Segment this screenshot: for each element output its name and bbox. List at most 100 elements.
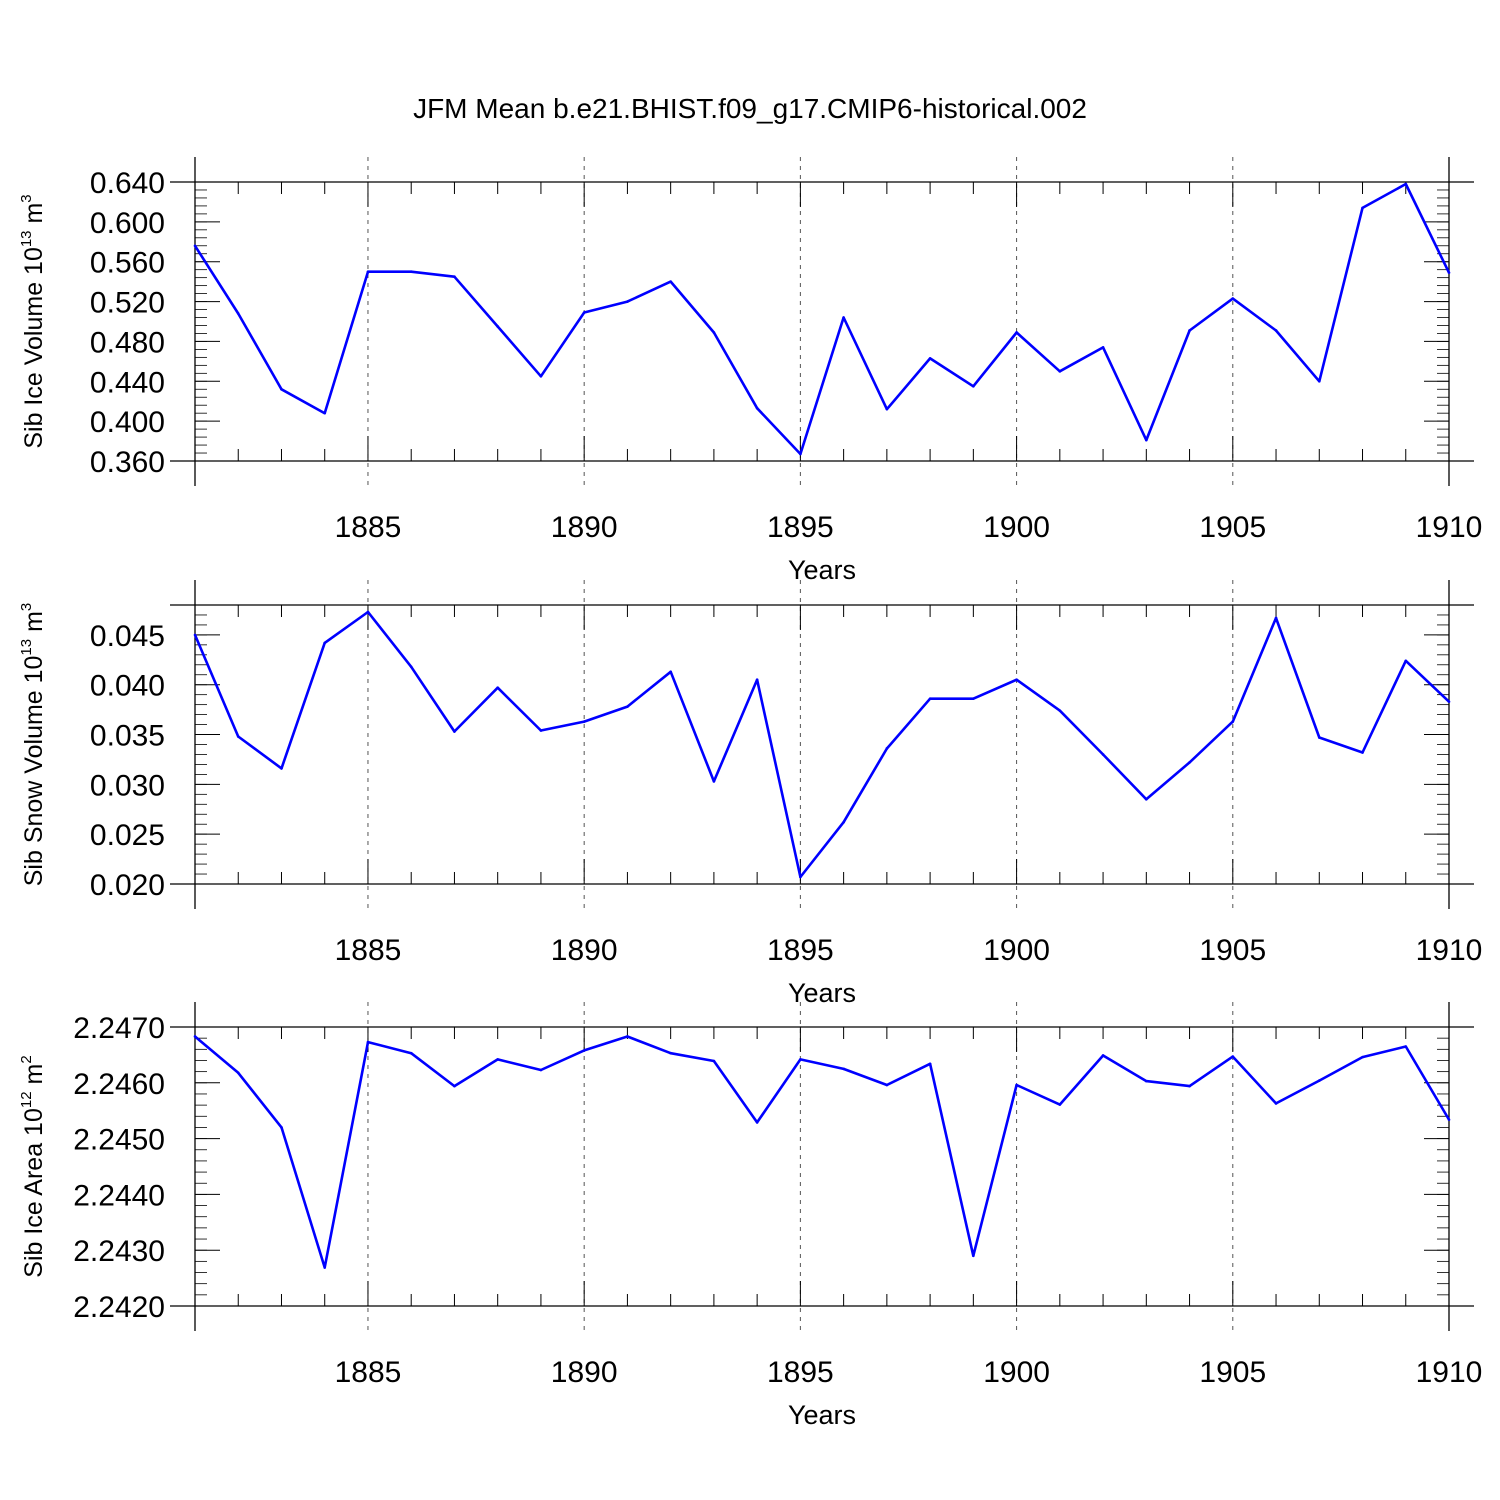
data-point: [1015, 331, 1018, 334]
y-tick-label: 2.2430: [73, 1235, 165, 1268]
data-point: [1188, 761, 1191, 764]
data-point: [1145, 798, 1148, 801]
y-axis-label-superscript: 13: [18, 639, 35, 656]
series-line: [193, 182, 1451, 456]
data-point: [1015, 1083, 1018, 1087]
y-tick-label: 2.2440: [73, 1179, 165, 1212]
data-point: [972, 697, 975, 700]
y-tick-label: 0.360: [90, 446, 165, 479]
data-point: [193, 1035, 197, 1038]
data-point: [366, 270, 370, 273]
y-tick-label: 0.045: [90, 620, 165, 653]
data-point: [582, 1049, 586, 1052]
y-tick-label: 2.2450: [73, 1124, 165, 1157]
data-point: [755, 678, 759, 682]
data-point: [799, 452, 802, 456]
data-point: [712, 331, 716, 334]
data-point: [885, 1083, 889, 1087]
data-point: [366, 1040, 370, 1044]
data-point: [1231, 720, 1235, 723]
data-point: [453, 1084, 456, 1088]
x-tick-label: 1885: [335, 1356, 402, 1389]
data-point: [755, 406, 759, 410]
y-tick-label: 0.020: [90, 869, 165, 902]
x-tick-label: 1905: [1199, 1356, 1266, 1389]
data-point: [928, 697, 932, 700]
x-axis-label: Years: [788, 555, 856, 585]
data-point: [1361, 206, 1364, 210]
data-point: [539, 729, 543, 732]
y-axis-label-text: m: [20, 1064, 48, 1092]
data-point: [1404, 1045, 1408, 1048]
y-tick-label: 0.400: [90, 406, 165, 439]
x-tick-label: 1900: [983, 511, 1050, 544]
data-point: [755, 1121, 759, 1124]
data-point: [582, 720, 586, 723]
y-axis-label-superscript: 12: [18, 1091, 35, 1108]
data-point: [1145, 1079, 1148, 1083]
data-point: [1274, 1102, 1278, 1105]
data-point: [626, 1035, 629, 1038]
data-point: [842, 820, 845, 824]
data-point: [928, 357, 932, 360]
data-point: [539, 1068, 543, 1072]
y-axis-label-superscript: 3: [18, 603, 35, 611]
y-tick-label: 0.640: [90, 167, 165, 200]
x-tick-label: 1900: [983, 934, 1050, 967]
data-point: [1404, 182, 1408, 186]
data-point: [1101, 346, 1105, 349]
data-point: [885, 747, 889, 750]
data-point: [1145, 438, 1148, 442]
x-tick-label: 1905: [1199, 511, 1266, 544]
data-point: [236, 1071, 240, 1075]
y-tick-label: 2.2470: [73, 1012, 165, 1045]
data-point: [1101, 753, 1105, 756]
data-point: [799, 1058, 802, 1061]
x-tick-label: 1900: [983, 1356, 1050, 1389]
data-point: [323, 1266, 327, 1269]
y-axis-label: Sib Snow Volume 1013 m3: [18, 603, 48, 887]
data-point: [1058, 709, 1062, 712]
y-axis-label-text: Sib Ice Volume 10: [20, 247, 48, 449]
y-tick-label: 2.2420: [73, 1291, 165, 1324]
data-point: [1274, 616, 1278, 620]
data-point: [582, 311, 586, 314]
panel-3: 2.2420 2.2430 2.2440 2.2450 2.2460 2.2470 1885…: [18, 1002, 1482, 1430]
chart-title: JFM Mean b.e21.BHIST.f09_g17.CMIP6-histo…: [413, 93, 1087, 124]
y-axis-label-superscript: 3: [18, 194, 35, 202]
data-point: [1447, 1118, 1451, 1121]
y-tick-label: 0.030: [90, 769, 165, 802]
series-line: [193, 610, 1450, 879]
data-point: [236, 312, 240, 315]
y-tick-label: 0.480: [90, 326, 165, 359]
data-point: [626, 705, 629, 708]
data-point: [928, 1062, 932, 1066]
x-tick-label: 1910: [1416, 1356, 1483, 1389]
data-point: [1361, 1055, 1364, 1059]
y-axis-label-text: Sib Snow Volume 10: [20, 656, 48, 887]
series-line: [194, 1035, 1451, 1269]
data-point: [885, 407, 889, 411]
x-tick-label: 1890: [551, 934, 618, 967]
data-point: [1274, 329, 1278, 332]
x-tick-label: 1895: [767, 934, 834, 967]
data-point: [669, 670, 672, 674]
y-tick-label: 0.035: [90, 720, 165, 753]
x-axis-label: Years: [788, 978, 856, 1008]
data-point: [280, 1126, 283, 1129]
x-tick-label: 1910: [1416, 934, 1483, 967]
y-tick-label: 0.440: [90, 366, 165, 399]
data-point: [409, 270, 413, 273]
data-point: [972, 384, 975, 388]
data-point: [1058, 1103, 1062, 1106]
data-point: [409, 665, 413, 669]
y-axis-label-superscript: 13: [18, 230, 35, 247]
data-point: [712, 1059, 716, 1063]
data-point: [1447, 271, 1451, 274]
data-point: [323, 411, 327, 415]
y-axis-label: Sib Ice Area 1012 m2: [18, 1055, 48, 1277]
y-axis-label-superscript: 2: [18, 1055, 35, 1063]
data-point: [366, 610, 370, 614]
data-point: [453, 730, 456, 733]
y-tick-label: 0.560: [90, 247, 165, 280]
